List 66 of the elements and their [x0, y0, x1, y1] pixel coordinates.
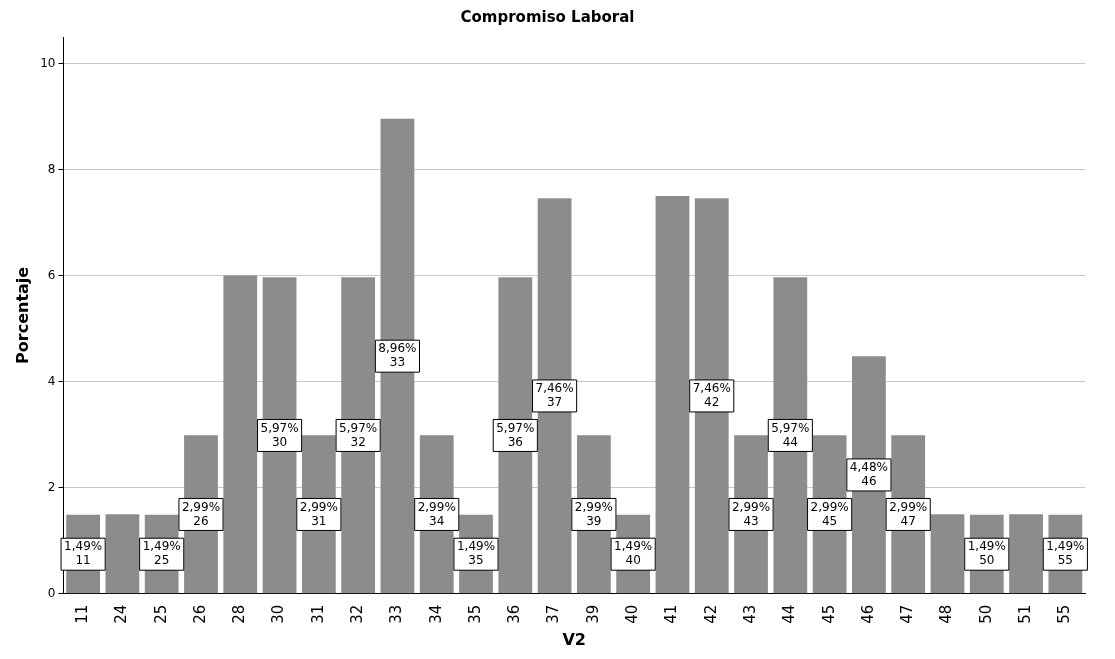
- y-tick-label: 10: [40, 55, 56, 70]
- x-tick-label: 51: [1015, 604, 1034, 624]
- x-tick-label: 34: [426, 604, 445, 624]
- bar: [105, 514, 140, 594]
- x-tick-label: 30: [269, 604, 288, 624]
- y-tick-label: 2: [47, 479, 56, 494]
- x-tick-label: 33: [387, 604, 406, 624]
- x-tick-label: 39: [583, 604, 602, 624]
- data-label: 2,99% 26: [181, 499, 221, 528]
- x-tick-label: 42: [701, 604, 720, 624]
- x-tick-label: 55: [1055, 604, 1074, 624]
- bar: [223, 275, 258, 594]
- data-label: 2,99% 39: [574, 499, 613, 528]
- data-label: 8,96% 33: [378, 341, 417, 370]
- x-tick-label: 40: [623, 604, 642, 624]
- bar: [498, 277, 533, 594]
- x-tick-label: 41: [662, 604, 681, 624]
- data-label: 4,48% 46: [849, 460, 888, 489]
- bar: [341, 277, 376, 594]
- bar: [694, 198, 729, 594]
- x-tick-label: 24: [112, 604, 131, 624]
- bar: [655, 196, 690, 594]
- bar: [930, 514, 965, 594]
- x-tick-label: 36: [505, 604, 524, 624]
- x-tick-label: 37: [544, 604, 563, 624]
- y-tick-label: 6: [47, 267, 56, 282]
- x-tick-label: 31: [308, 604, 327, 624]
- data-label: 2,99% 47: [889, 499, 928, 528]
- x-tick-label: 11: [73, 604, 91, 624]
- x-tick-label: 28: [230, 604, 249, 624]
- data-label: 2,99% 34: [417, 499, 456, 528]
- chart-title: Compromiso Laboral: [460, 7, 635, 26]
- data-label: 1,49% 35: [456, 539, 496, 568]
- data-label: 1,49% 55: [1046, 539, 1085, 568]
- x-tick-label: 45: [819, 604, 838, 624]
- bar: [773, 277, 808, 594]
- x-tick-label: 43: [740, 604, 759, 624]
- data-label: 1,49% 25: [142, 539, 181, 568]
- y-axis-title: Porcentaje: [12, 266, 32, 364]
- data-label: 7,46% 37: [535, 381, 574, 410]
- x-tick-label: 50: [976, 604, 995, 624]
- y-tick-label: 0: [47, 585, 56, 600]
- y-tick-label: 4: [47, 373, 56, 388]
- data-label: 5,97% 30: [260, 420, 299, 449]
- data-label: 5,97% 44: [771, 420, 810, 449]
- bar: [380, 118, 415, 594]
- data-label: 2,99% 45: [810, 499, 849, 528]
- data-label: 2,99% 31: [299, 499, 338, 528]
- data-label: 7,46% 42: [692, 381, 731, 410]
- x-tick-label: 32: [348, 604, 367, 624]
- x-tick-label: 26: [190, 604, 209, 624]
- data-label: 5,97% 36: [496, 420, 535, 449]
- data-label: 5,97% 32: [339, 420, 378, 449]
- data-label: 1,49% 11: [64, 539, 103, 568]
- x-axis-title: V2: [562, 629, 586, 649]
- x-tick-label: 44: [780, 604, 799, 624]
- data-label: 2,99% 43: [731, 499, 771, 528]
- y-tick-label: 8: [47, 161, 56, 176]
- data-label: 1,49% 40: [614, 539, 653, 568]
- x-tick-label: 47: [898, 604, 917, 624]
- x-tick-label: 25: [151, 604, 170, 624]
- x-tick-label: 35: [465, 604, 484, 624]
- data-label: 1,49% 50: [967, 539, 1006, 568]
- x-tick-label: 46: [858, 604, 877, 624]
- x-tick-label: 48: [937, 604, 956, 624]
- bar: [1009, 514, 1043, 594]
